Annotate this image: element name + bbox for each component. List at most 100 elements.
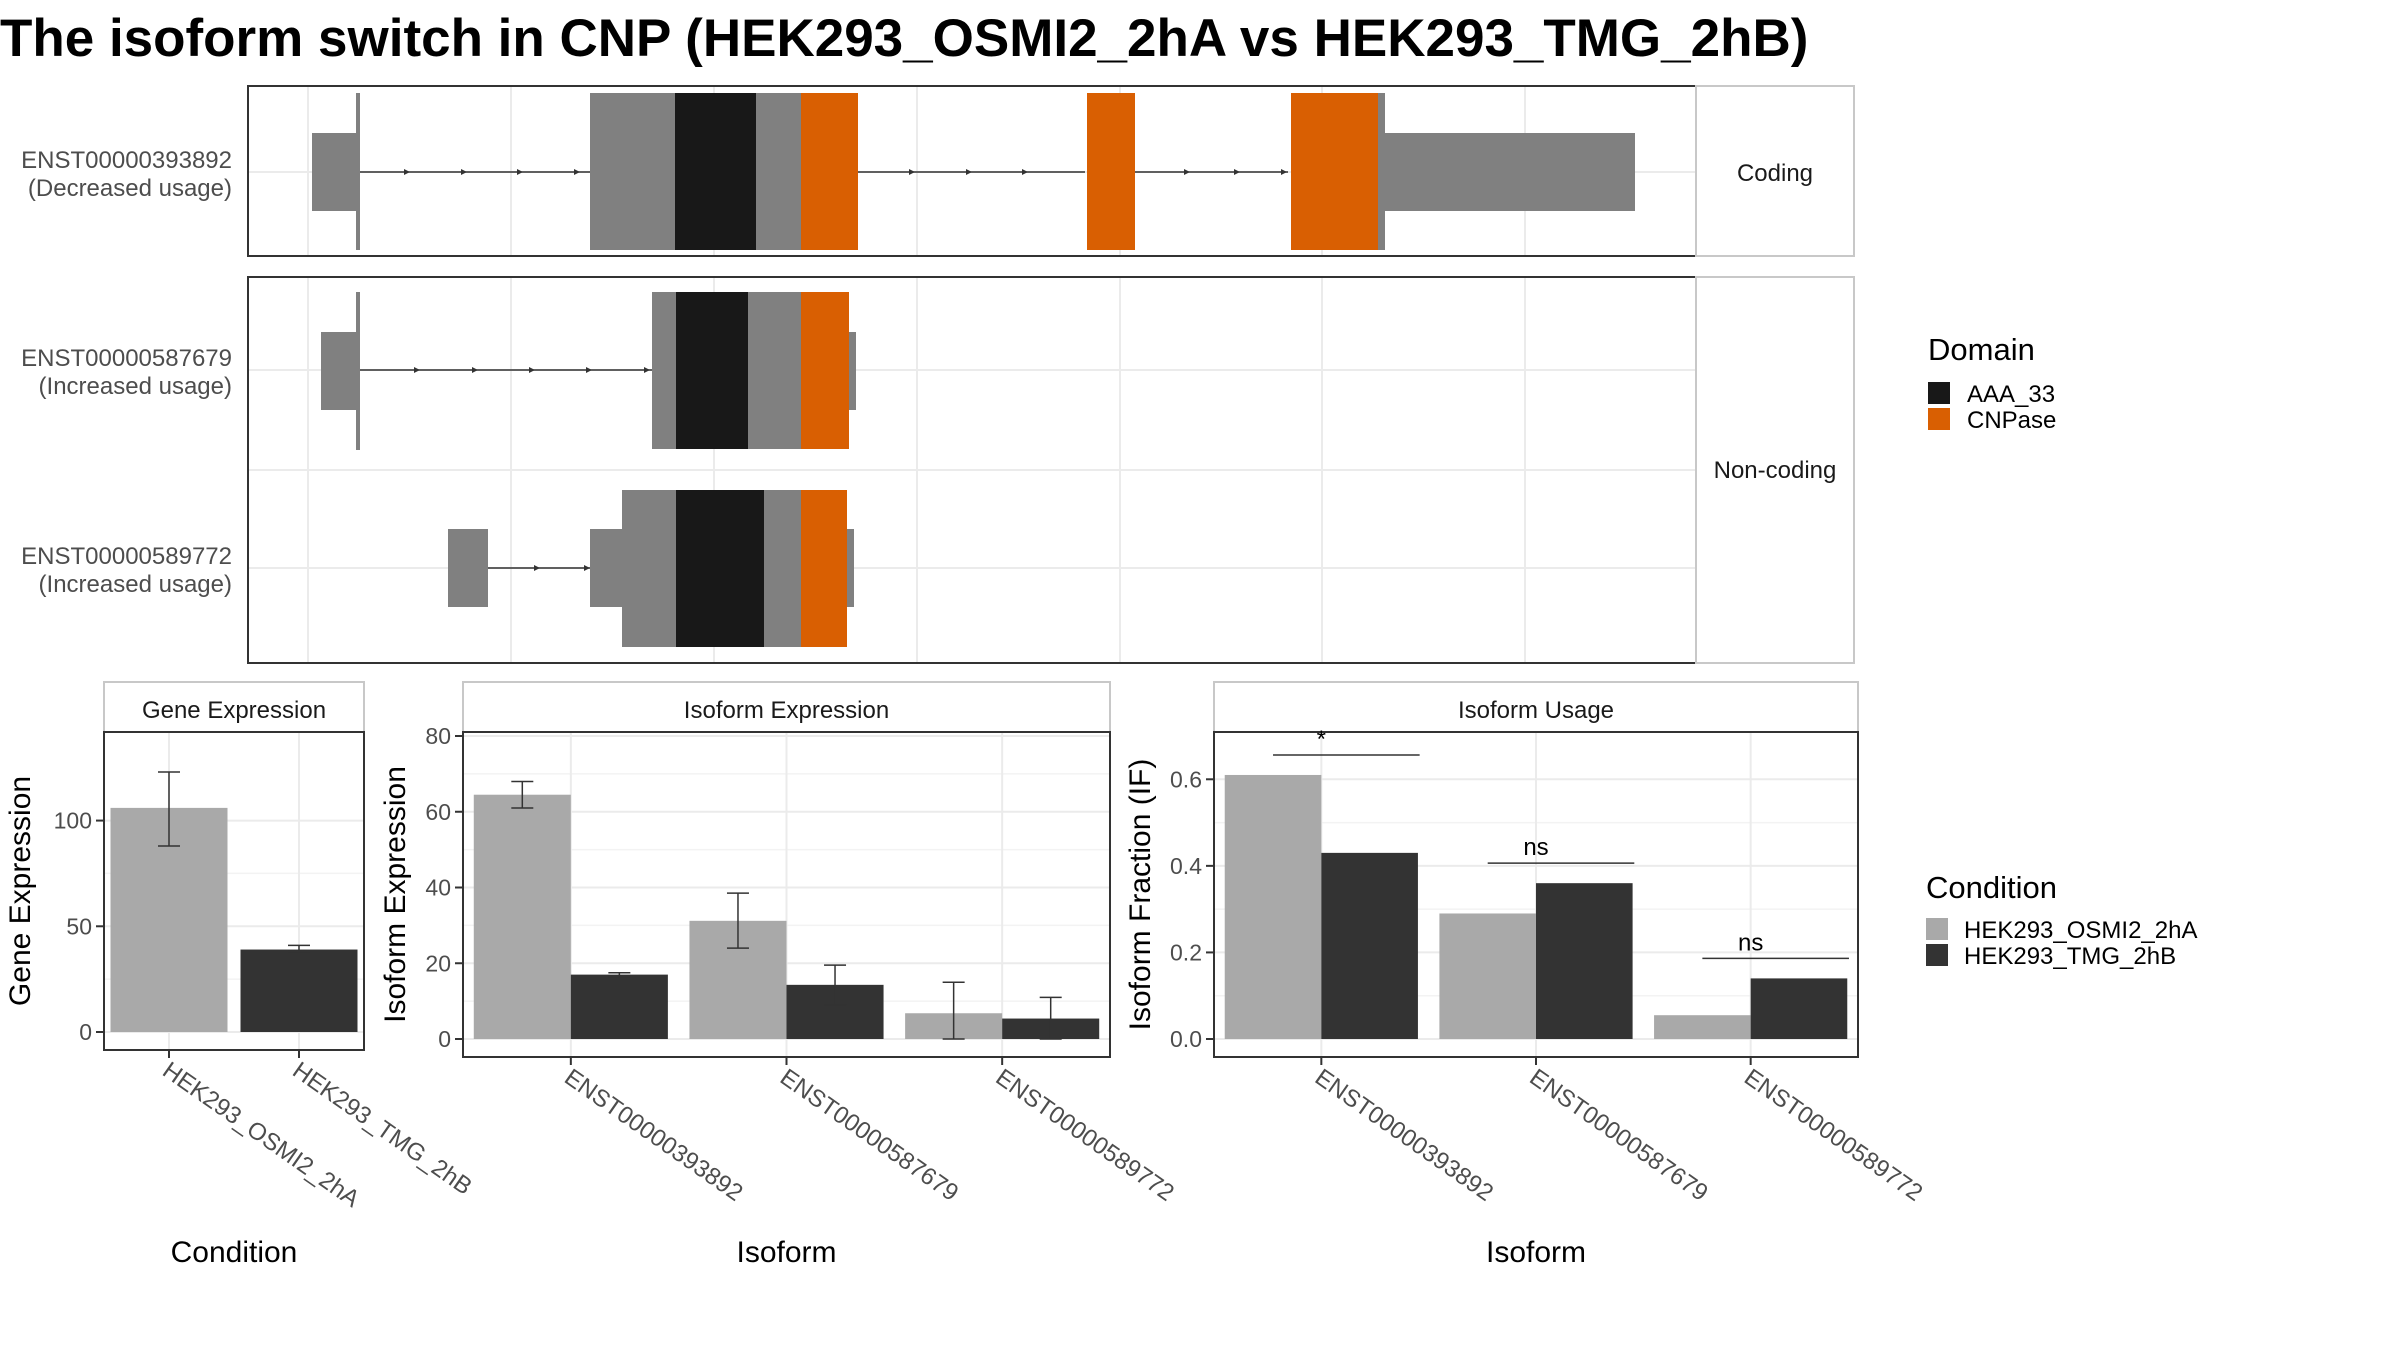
x-axis-label: Isoform xyxy=(736,1236,836,1269)
noncoding-strip-label: Non-coding xyxy=(1714,457,1837,484)
intron-arrow xyxy=(1184,169,1190,175)
transcript-id-label: ENST00000393892 xyxy=(21,147,232,174)
cds-exon xyxy=(764,490,801,647)
utr-exon xyxy=(448,529,488,607)
y-tick-label: 20 xyxy=(425,950,451,976)
y-axis-label: Gene Expression xyxy=(4,776,37,1006)
intron-arrow xyxy=(909,169,915,175)
y-tick-label: 60 xyxy=(425,799,451,825)
domain-legend-label: CNPase xyxy=(1967,407,2056,434)
bar xyxy=(1750,978,1848,1039)
intron-arrow xyxy=(517,169,523,175)
intron-arrow xyxy=(586,367,592,373)
x-axis-label: Condition xyxy=(171,1236,298,1269)
bar xyxy=(473,794,571,1039)
bar xyxy=(1321,852,1418,1039)
aaa33-domain xyxy=(676,490,764,647)
chart-panel: Isoform Expression 0 20 40 60 80 Isoform Expre… xyxy=(379,681,1179,1269)
y-tick-label: 0.4 xyxy=(1170,853,1202,879)
intron-arrow xyxy=(1281,169,1287,175)
bar xyxy=(1439,913,1536,1039)
y-axis-label: Isoform Expression xyxy=(379,766,412,1023)
cds-exon xyxy=(622,490,676,647)
transcript-usage-label: (Increased usage) xyxy=(39,571,232,598)
x-tick-label: ENST00000589772 xyxy=(1739,1064,1927,1207)
panel-strip xyxy=(1213,681,1859,733)
y-axis-label: Isoform Fraction (IF) xyxy=(1124,759,1157,1031)
utr-exon xyxy=(849,332,856,410)
legend-swatch xyxy=(1928,408,1950,430)
aaa33-domain xyxy=(675,93,756,250)
y-tick-label: 0.0 xyxy=(1170,1026,1202,1052)
cds-exon xyxy=(748,292,801,449)
condition-legend-title: Condition xyxy=(1926,870,2057,905)
bar xyxy=(1654,1015,1751,1039)
x-tick-label: ENST00000393892 xyxy=(1310,1064,1498,1207)
cnpase-domain xyxy=(801,292,849,449)
panel-title: Isoform Usage xyxy=(1458,697,1614,724)
intron-arrow xyxy=(472,367,478,373)
intron-arrow xyxy=(644,367,650,373)
intron-arrow xyxy=(534,565,540,571)
intron-arrow xyxy=(529,367,535,373)
chart-panel: Isoform Usage 0.0 0.2 0.4 0.6 Isoform Fractio… xyxy=(1124,681,1927,1269)
utr-exon xyxy=(847,529,854,607)
significance-label: * xyxy=(1317,726,1326,753)
intron-arrow xyxy=(1234,169,1240,175)
intron-arrow xyxy=(966,169,972,175)
cds-exon xyxy=(652,292,676,449)
y-tick-label: 0.2 xyxy=(1170,939,1202,965)
panel-title: Isoform Expression xyxy=(684,697,889,724)
condition-legend-label: HEK293_OSMI2_2hA xyxy=(1964,917,2197,944)
intron-arrow xyxy=(404,169,410,175)
transcript-usage-label: (Increased usage) xyxy=(39,373,232,400)
y-tick-label: 0 xyxy=(438,1026,451,1052)
utr-exon xyxy=(590,529,625,607)
x-tick-label: ENST00000589772 xyxy=(991,1064,1179,1207)
intron-arrow xyxy=(574,169,580,175)
noncoding-strip xyxy=(1695,276,1855,664)
y-tick-label: 40 xyxy=(425,875,451,901)
y-tick-label: 80 xyxy=(425,723,451,749)
y-tick-label: 50 xyxy=(66,913,92,939)
aaa33-domain xyxy=(676,292,748,449)
significance-label: ns xyxy=(1523,834,1548,861)
page-title: The isoform switch in CNP (HEK293_OSMI2_… xyxy=(0,9,1809,68)
transcript-usage-label: (Decreased usage) xyxy=(28,175,232,202)
cnpase-domain xyxy=(1291,93,1378,250)
domain-legend-label: AAA_33 xyxy=(1967,381,2055,408)
y-tick-label: 0 xyxy=(79,1019,92,1045)
panel-title: Gene Expression xyxy=(142,697,326,724)
utr-exon xyxy=(1385,133,1635,211)
x-tick-label: ENST00000587679 xyxy=(775,1064,963,1207)
x-tick-label: ENST00000393892 xyxy=(559,1064,747,1207)
bar xyxy=(1224,774,1322,1039)
bar xyxy=(240,949,358,1032)
panel-strip xyxy=(462,681,1111,733)
transcript-id-label: ENST00000589772 xyxy=(21,543,232,570)
legend-swatch xyxy=(1928,382,1950,404)
cnpase-domain xyxy=(801,490,847,647)
cnpase-domain xyxy=(801,93,858,250)
cds-exon xyxy=(1378,93,1385,250)
x-axis-label: Isoform xyxy=(1486,1236,1586,1269)
cds-exon xyxy=(590,93,675,250)
cds-exon xyxy=(756,93,801,250)
intron-arrow xyxy=(461,169,467,175)
intron-arrow xyxy=(414,367,420,373)
cnpase-domain xyxy=(1087,93,1135,250)
domain-legend-title: Domain xyxy=(1928,332,2035,367)
legend-swatch xyxy=(1926,944,1948,966)
intron-arrow xyxy=(1022,169,1028,175)
transcript-id-label: ENST00000587679 xyxy=(21,345,232,372)
panel-strip xyxy=(103,681,365,733)
bar xyxy=(570,974,668,1039)
coding-strip xyxy=(1695,85,1855,257)
condition-legend-label: HEK293_TMG_2hB xyxy=(1964,943,2176,970)
utr-exon xyxy=(321,332,359,410)
utr-exon xyxy=(312,133,360,211)
y-tick-label: 0.6 xyxy=(1170,766,1202,792)
intron-arrow xyxy=(584,565,590,571)
x-tick-label: ENST00000587679 xyxy=(1525,1064,1713,1207)
